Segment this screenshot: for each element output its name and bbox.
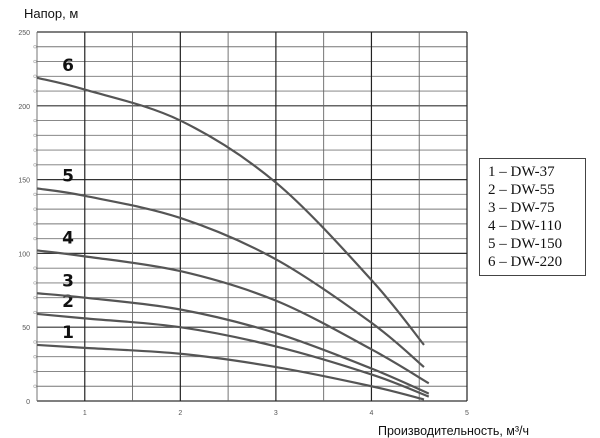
x-axis-label: Производительность, м³/ч [378,424,530,438]
y-minor-tick [33,384,37,388]
y-minor-tick [33,266,37,270]
legend-item: 6 – DW-220 [488,254,563,270]
y-minor-tick [33,192,37,196]
legend-item: 3 – DW-75 [488,200,555,216]
y-tick-label: 0 [26,399,30,406]
series-line-2 [36,312,430,398]
y-minor-tick [33,45,37,49]
y-minor-tick [33,163,37,167]
y-minor-tick [33,207,37,211]
y-minor-tick [33,133,37,137]
y-minor-tick [33,355,37,359]
series-line-3 [36,292,430,395]
y-tick-label: 150 [18,178,30,185]
y-minor-tick [33,237,37,241]
series-label-2: 2 [62,292,74,312]
series-label-6: 6 [62,56,74,76]
y-minor-tick [33,74,37,78]
y-tick-label: 200 [18,104,30,111]
y-minor-tick [33,281,37,285]
series-label-3: 3 [62,271,74,291]
x-tick-label: 2 [178,410,182,417]
y-minor-tick [33,89,37,93]
y-minor-tick [33,118,37,123]
y-tick-label: 250 [18,30,30,37]
legend: 1 – DW-37 2 – DW-55 3 – DW-75 4 – DW-110… [479,158,586,276]
series-line-4 [36,249,430,385]
y-tick-label: 100 [18,251,30,258]
series-line-5 [36,187,425,368]
series-line-6 [36,76,425,346]
x-tick-label: 4 [369,410,373,417]
y-minor-tick [33,148,37,152]
y-minor-tick [33,340,37,344]
y-axis-label: Напор, м [24,6,79,21]
y-minor-tick [33,369,37,374]
y-minor-tick [33,59,37,64]
legend-item: 4 – DW-110 [488,218,562,234]
series-label-1: 1 [62,323,74,343]
series-label-5: 5 [62,166,74,186]
x-tick-label: 5 [465,410,469,417]
legend-item: 1 – DW-37 [488,164,555,180]
x-tick-label: 3 [274,410,278,417]
x-tick-label: 1 [83,410,87,417]
legend-item: 5 – DW-150 [488,236,563,252]
legend-item: 2 – DW-55 [488,182,555,198]
y-tick-label: 50 [22,325,30,332]
y-minor-tick [33,222,37,226]
series-label-4: 4 [62,228,74,248]
y-minor-tick [33,296,37,300]
y-minor-tick [33,310,37,315]
series-line-1 [36,343,425,401]
